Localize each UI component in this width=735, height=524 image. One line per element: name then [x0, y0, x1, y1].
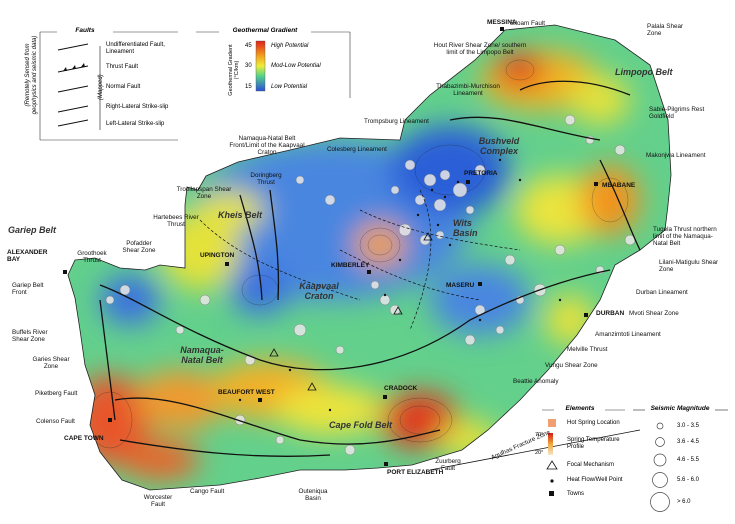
- legend-towns: Towns: [567, 491, 585, 497]
- region-namaqua: Namaqua-Natal Belt: [180, 345, 224, 365]
- region-kaapvaal: Kaapvaal Craton: [299, 281, 339, 301]
- label-durban-lineament: Durban Lineament: [636, 289, 688, 296]
- label-trooilapspan: Trooilapspan Shear Zone: [176, 186, 232, 200]
- gradient-low: Low Potential: [271, 84, 308, 90]
- focal-mechanism-markers: [269, 232, 433, 391]
- seismic-legend-title: Seismic Magnitude: [650, 405, 710, 412]
- town-kimberley: KIMBERLEY: [331, 262, 370, 269]
- label-amanzimtoti: Amanzimtoti Lineament: [595, 331, 661, 338]
- legend-fault-thrust: Thrust Fault: [106, 64, 139, 70]
- town-cradock: CRADOCK: [384, 385, 418, 392]
- town-messina: MESSINA: [487, 19, 517, 26]
- region-kheis: Kheis Belt: [218, 210, 263, 220]
- label-namaqua-front: Namaqua-Natal Belt Front/Limit of the Ka…: [229, 135, 305, 156]
- seismic-item-2: 3.6 - 4.5: [677, 439, 700, 445]
- seismic-item-5: > 6.0: [677, 499, 691, 505]
- gradient-color-bar: [255, 40, 266, 92]
- legend-fault-undiff: Undifferentiated Fault, Lineament: [106, 42, 165, 55]
- seismic-item-4: 5.6 - 6.0: [677, 477, 700, 483]
- fault-lines: [99, 80, 641, 457]
- label-palala: Palala Shear Zone: [647, 23, 684, 37]
- seismic-item-1: 3.0 - 3.5: [677, 423, 700, 429]
- legend-spring-temp: Spring Temperature Profile: [567, 437, 620, 450]
- elements-legend-title: Elements: [565, 405, 595, 412]
- legend-focal: Focal Mechanism: [567, 462, 615, 468]
- elements-legend-icons: [542, 409, 625, 496]
- town-alexander-bay: ALEXANDER BAY: [7, 249, 48, 263]
- label-garies: Garies Shear Zone: [32, 356, 70, 370]
- seismic-legend-icons: [633, 409, 728, 512]
- temp-tick-20: 20°: [535, 450, 544, 456]
- region-cape-fold: Cape Fold Belt: [329, 420, 393, 430]
- town-durban: DURBAN: [596, 310, 625, 317]
- label-colesberg: Colesberg Lineament: [327, 146, 387, 153]
- faults-remote-label: (Remotely Sensed from geophysics and sei…: [25, 35, 38, 115]
- label-beattie: Beattie Anomaly: [513, 378, 559, 385]
- seismic-item-3: 4.6 - 5.5: [677, 457, 700, 463]
- town-cape-town: CAPE TOWN: [64, 435, 104, 442]
- faults-mapped-label: (Mapped): [98, 74, 104, 100]
- label-pofadder: Pofadder Shear Zone: [122, 240, 156, 254]
- gradient-tick-45: 45: [245, 43, 252, 49]
- region-gariep: Gariep Belt: [8, 225, 57, 235]
- label-trompsburg: Trompsburg Lineament: [364, 118, 429, 125]
- town-markers: [63, 27, 598, 466]
- label-hout-river: Hout River Shear Zone/ southern limit of…: [433, 42, 527, 56]
- label-buffels: Buffels River Shear Zone: [12, 329, 48, 343]
- label-mvoti: Mvoti Shear Zone: [629, 310, 679, 317]
- legend-heat-flow: Heat Flow/Well Point: [567, 477, 623, 483]
- label-makonjwa: Makonjwa Lineament: [646, 152, 706, 159]
- town-beaufort-west: BEAUFORT WEST: [218, 389, 275, 396]
- label-doringberg: Doringberg Thrust: [250, 172, 282, 186]
- temp-tick-70: 70°: [535, 432, 544, 438]
- label-gariep-front: Gariep Belt Front: [12, 282, 44, 296]
- town-maseru: MASERU: [446, 282, 475, 289]
- label-lilani: Lilani-Matigulu Shear Zone: [659, 259, 719, 273]
- faults-legend-title: Faults: [75, 27, 95, 34]
- agulhas-fracture-line: [429, 429, 641, 471]
- gradient-mid: Mod-Low Potential: [271, 63, 321, 69]
- label-cango: Cango Fault: [190, 488, 225, 495]
- legend-hot-spring: Hot Spring Location: [567, 420, 620, 426]
- gradient-axis-label: Geothermal Gradient (°C/km): [228, 44, 240, 96]
- label-groothoek: Groothoek Thrust: [77, 250, 107, 264]
- region-bushveld: Bushveld Complex: [478, 136, 520, 156]
- gradient-tick-15: 15: [245, 84, 252, 90]
- label-outeniqua: Outeniqua Basin: [298, 488, 328, 502]
- gradient-tick-30: 30: [245, 63, 252, 69]
- town-port-elizabeth: PORT ELIZABETH: [387, 469, 444, 476]
- label-melville: Melville Thrust: [567, 346, 608, 353]
- town-mbabane: MBABANE: [602, 182, 636, 189]
- legend-fault-normal: Normal Fault: [106, 84, 141, 90]
- label-hartebees: Hartebees River Thrust: [153, 214, 199, 228]
- legend-fault-right: Right-Lateral Strike-slip: [106, 104, 169, 110]
- town-upington: UPINGTON: [200, 252, 235, 259]
- town-pretoria: PRETORIA: [464, 170, 498, 177]
- region-limpopo: Limpopo Belt: [615, 67, 673, 77]
- legend-fault-left: Left-Lateral Strike-slip: [106, 121, 165, 127]
- region-wits: Wits Basin: [453, 218, 478, 238]
- label-siloam: Siloam Fault: [510, 20, 545, 27]
- coastline: [67, 24, 672, 491]
- label-piketberg: Piketberg Fault: [35, 390, 78, 397]
- faults-legend: [39, 31, 178, 141]
- label-worcester: Worcester Fault: [143, 494, 173, 508]
- label-thabazimbi: Thabazimbi-Murchison Lineament: [436, 83, 500, 97]
- gradient-high: High Potential: [271, 43, 309, 49]
- gradient-legend-title: Geothermal Gradient: [232, 27, 298, 34]
- label-vungu: Vungu Shear Zone: [545, 362, 598, 369]
- label-colenso: Colenso Fault: [36, 418, 75, 425]
- label-zuurberg: Zuurberg Fault: [435, 458, 461, 472]
- label-tugela: Tugela Thrust northern limit of the Nama…: [653, 226, 717, 247]
- label-sabie: Sabie-Pilgrims Rest Goldfield: [649, 106, 705, 120]
